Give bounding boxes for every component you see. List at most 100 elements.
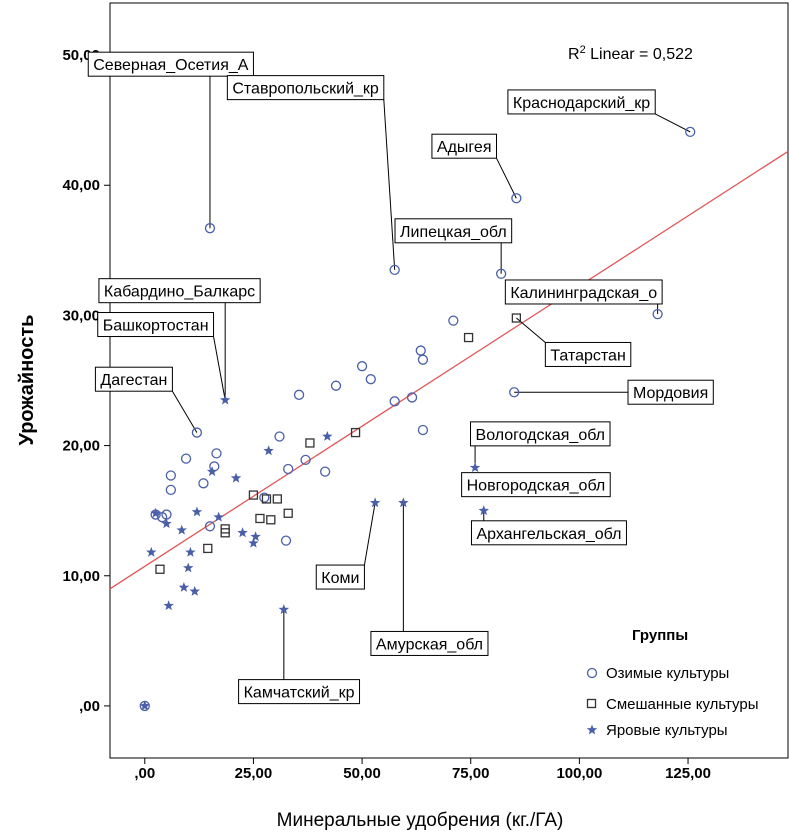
annotation-text: Башкортостан (103, 318, 209, 335)
annotation-label: Архангельская_обл (470, 520, 627, 546)
point-winter (365, 374, 376, 385)
point-spring (146, 546, 157, 557)
point-spring (161, 518, 172, 529)
legend: Группы Озимые культуры Смешанные культур… (586, 627, 759, 739)
point-spring (189, 585, 200, 596)
annotation-box (238, 679, 361, 705)
point-winter (259, 492, 270, 503)
point-winter (330, 380, 342, 391)
point-mixed (220, 528, 230, 538)
annotation-box (94, 366, 173, 392)
point-spring (237, 527, 248, 538)
y-tick-label: 40,00 (62, 177, 100, 194)
legend-item-spring: Яровые культуры (606, 722, 728, 739)
annotation-text: Мордовия (633, 385, 708, 402)
axis-ticks: ,00 25,00 50,00 75,00 100,00 125,00 ,00 10,00 20… (62, 47, 711, 782)
annotation-text: Кабардино_Балкарс (104, 284, 255, 301)
legend-marker-star (586, 724, 598, 735)
legend-item-mixed: Смешанные культуры (606, 696, 759, 713)
y-tick-label: 20,00 (62, 438, 100, 455)
leader-line (363, 502, 376, 566)
x-tick-label: 25,00 (235, 765, 273, 782)
annotation-text: Ставропольский_кр (232, 81, 379, 98)
point-spring (183, 562, 194, 573)
leader-line (383, 99, 396, 270)
point-mixed (283, 508, 293, 518)
r2-label: R2 Linear = 0,522 (568, 44, 693, 63)
annotation-label: Ставропольский_кр (226, 75, 385, 101)
point-winter (417, 424, 429, 436)
point-spring (230, 472, 242, 483)
point-spring (163, 600, 174, 611)
annotation-label: Амурская_обл (370, 630, 489, 656)
point-spring (178, 581, 190, 592)
point-winter (406, 392, 418, 403)
point-mixed (266, 515, 276, 525)
y-axis-title: Урожайность (16, 315, 38, 446)
y-tick-label: ,00 (79, 698, 100, 715)
point-winter (417, 354, 429, 365)
annotation-label: Камчатский_кр (238, 679, 361, 705)
point-winter (293, 389, 305, 400)
annotation-text: Коми (321, 570, 359, 587)
annotation-text: Вологодская_обл (476, 427, 606, 444)
annotation-label: Липецкая_обл (394, 218, 513, 244)
point-spring (139, 700, 150, 711)
annotation-box (544, 341, 632, 367)
annotation-box (315, 564, 365, 590)
x-axis-title: Минеральные удобрения (кг./ГА) (277, 810, 564, 831)
point-spring (278, 604, 290, 615)
point-spring (250, 531, 261, 542)
point-spring (219, 394, 231, 405)
leader-line (171, 390, 198, 433)
annotation-box (370, 630, 489, 656)
point-winter (319, 466, 331, 477)
point-spring (176, 524, 187, 535)
point-winter (204, 223, 216, 234)
leader-line (516, 317, 546, 343)
point-winter (389, 264, 400, 276)
y-tick-label: 10,00 (62, 568, 100, 585)
point-spring (322, 430, 333, 441)
point-mixed (155, 564, 165, 574)
annotation-text: Новгородская_обл (467, 478, 606, 495)
x-tick-label: ,00 (134, 765, 155, 782)
point-winter (511, 193, 522, 204)
point-winter (165, 470, 176, 481)
y-tick-label: 30,00 (62, 307, 100, 324)
annotation-text: Краснодарский_кр (513, 95, 650, 112)
annotation-text: Амурская_обл (376, 636, 483, 653)
point-spring (398, 497, 409, 508)
point-spring (206, 466, 218, 477)
point-winter (448, 315, 459, 326)
annotation-text: Камчатский_кр (244, 685, 355, 702)
point-mixed (261, 494, 272, 504)
annotation-label: Башкортостан (97, 312, 215, 338)
point-mixed (463, 332, 474, 343)
x-tick-label: 50,00 (343, 765, 381, 782)
point-spring (150, 507, 161, 518)
legend-title: Группы (632, 627, 688, 644)
annotation-box (470, 421, 611, 447)
point-spring (469, 462, 481, 473)
annotation-text: Татарстан (550, 347, 625, 364)
point-winter (509, 387, 520, 398)
point-winter (652, 308, 663, 320)
annotation-text: Адыгея (437, 139, 492, 156)
r2-superscript: 2 (580, 44, 586, 56)
leader-line (213, 336, 226, 401)
point-winter (389, 396, 400, 407)
point-mixed (248, 490, 259, 500)
annotation-box (461, 472, 611, 498)
point-spring (213, 511, 224, 522)
annotation-box (627, 379, 714, 405)
point-winter (300, 454, 311, 466)
point-winter (211, 448, 222, 459)
annotation-label: Вологодская_обл (470, 421, 611, 447)
point-spring (478, 505, 489, 516)
point-mixed (203, 543, 213, 554)
point-spring (369, 497, 381, 508)
point-winter (496, 268, 507, 279)
annotation-label: Калининградская_о (504, 279, 663, 305)
